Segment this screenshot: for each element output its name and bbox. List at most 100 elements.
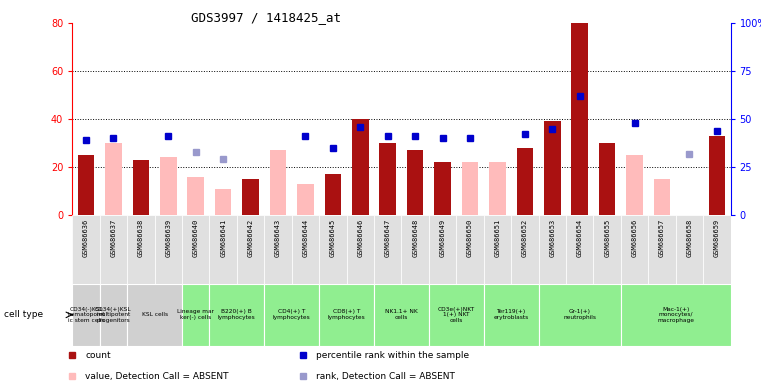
Text: KSL cells: KSL cells	[142, 312, 167, 318]
Text: GSM686637: GSM686637	[110, 218, 116, 257]
Bar	[402, 215, 429, 284]
Text: CD34(+)KSL
multipotent
progenitors: CD34(+)KSL multipotent progenitors	[95, 306, 132, 323]
Text: GSM686648: GSM686648	[412, 218, 418, 257]
Bar	[319, 215, 346, 284]
Bar	[599, 143, 616, 215]
Bar	[429, 215, 457, 284]
Bar	[621, 215, 648, 284]
Bar	[215, 189, 231, 215]
Bar	[132, 160, 149, 215]
Bar	[237, 215, 264, 284]
Text: GSM686651: GSM686651	[495, 218, 501, 257]
FancyBboxPatch shape	[72, 284, 100, 346]
Bar	[346, 215, 374, 284]
Text: GDS3997 / 1418425_at: GDS3997 / 1418425_at	[191, 12, 342, 25]
Text: GSM686650: GSM686650	[467, 218, 473, 257]
Bar	[489, 162, 505, 215]
Text: GSM686658: GSM686658	[686, 218, 693, 257]
Bar	[462, 162, 478, 215]
Bar	[676, 215, 703, 284]
FancyBboxPatch shape	[127, 284, 182, 346]
Bar	[264, 215, 291, 284]
Text: GSM686655: GSM686655	[604, 218, 610, 257]
Text: GSM686636: GSM686636	[83, 218, 89, 257]
Bar	[291, 215, 319, 284]
FancyBboxPatch shape	[484, 284, 539, 346]
Bar	[544, 121, 561, 215]
Text: GSM686638: GSM686638	[138, 218, 144, 257]
Bar	[72, 215, 100, 284]
Bar	[457, 215, 484, 284]
Text: count: count	[85, 351, 111, 360]
Text: GSM686644: GSM686644	[302, 218, 308, 257]
Bar	[352, 119, 368, 215]
Bar	[484, 215, 511, 284]
Text: Ter119(+)
erytroblasts: Ter119(+) erytroblasts	[494, 310, 529, 320]
FancyBboxPatch shape	[539, 284, 621, 346]
Bar	[127, 215, 154, 284]
Bar	[511, 215, 539, 284]
FancyBboxPatch shape	[429, 284, 484, 346]
Text: rank, Detection Call = ABSENT: rank, Detection Call = ABSENT	[316, 372, 455, 381]
Text: GSM686639: GSM686639	[165, 218, 171, 257]
Bar	[100, 215, 127, 284]
Text: Lineage mar
ker(-) cells: Lineage mar ker(-) cells	[177, 310, 214, 320]
FancyBboxPatch shape	[319, 284, 374, 346]
Bar	[105, 143, 122, 215]
Bar	[374, 215, 402, 284]
Text: CD34(-)KSL
hematopoiet
ic stem cells: CD34(-)KSL hematopoiet ic stem cells	[67, 306, 105, 323]
Bar	[154, 215, 182, 284]
Bar	[654, 179, 670, 215]
Text: CD3e(+)NKT
1(+) NKT
cells: CD3e(+)NKT 1(+) NKT cells	[438, 306, 475, 323]
Text: GSM686642: GSM686642	[247, 218, 253, 257]
Text: GSM686654: GSM686654	[577, 218, 583, 257]
Bar	[517, 148, 533, 215]
Text: GSM686652: GSM686652	[522, 218, 528, 257]
Bar	[539, 215, 566, 284]
Text: GSM686647: GSM686647	[385, 218, 390, 257]
Bar	[566, 215, 594, 284]
Bar	[242, 179, 259, 215]
Bar	[182, 215, 209, 284]
Bar	[380, 143, 396, 215]
Bar	[626, 155, 643, 215]
Bar	[708, 136, 725, 215]
Text: cell type: cell type	[4, 310, 43, 319]
FancyBboxPatch shape	[374, 284, 429, 346]
Text: GSM686659: GSM686659	[714, 218, 720, 257]
FancyBboxPatch shape	[621, 284, 731, 346]
Bar	[160, 157, 177, 215]
Text: B220(+) B
lymphocytes: B220(+) B lymphocytes	[218, 310, 256, 320]
Bar	[298, 184, 314, 215]
Bar	[209, 215, 237, 284]
Bar	[703, 215, 731, 284]
Text: CD8(+) T
lymphocytes: CD8(+) T lymphocytes	[328, 310, 365, 320]
Text: Mac-1(+)
monocytes/
macrophage: Mac-1(+) monocytes/ macrophage	[658, 306, 694, 323]
Bar	[648, 215, 676, 284]
FancyBboxPatch shape	[100, 284, 127, 346]
Text: GSM686656: GSM686656	[632, 218, 638, 257]
Text: NK1.1+ NK
cells: NK1.1+ NK cells	[385, 310, 418, 320]
Bar	[572, 23, 588, 215]
Bar	[269, 150, 286, 215]
Text: value, Detection Call = ABSENT: value, Detection Call = ABSENT	[85, 372, 229, 381]
Text: Gr-1(+)
neutrophils: Gr-1(+) neutrophils	[563, 310, 596, 320]
FancyBboxPatch shape	[264, 284, 319, 346]
Bar	[407, 150, 423, 215]
Text: GSM686653: GSM686653	[549, 218, 556, 257]
Text: GSM686640: GSM686640	[193, 218, 199, 257]
Text: GSM686641: GSM686641	[220, 218, 226, 257]
Text: GSM686657: GSM686657	[659, 218, 665, 257]
FancyBboxPatch shape	[209, 284, 264, 346]
Text: GSM686649: GSM686649	[440, 218, 446, 257]
FancyBboxPatch shape	[182, 284, 209, 346]
Text: percentile rank within the sample: percentile rank within the sample	[316, 351, 469, 360]
Text: GSM686645: GSM686645	[330, 218, 336, 257]
Text: GSM686646: GSM686646	[357, 218, 363, 257]
Bar	[78, 155, 94, 215]
Text: GSM686643: GSM686643	[275, 218, 281, 257]
Bar	[325, 174, 341, 215]
Bar	[187, 177, 204, 215]
Bar	[594, 215, 621, 284]
Text: CD4(+) T
lymphocytes: CD4(+) T lymphocytes	[273, 310, 310, 320]
